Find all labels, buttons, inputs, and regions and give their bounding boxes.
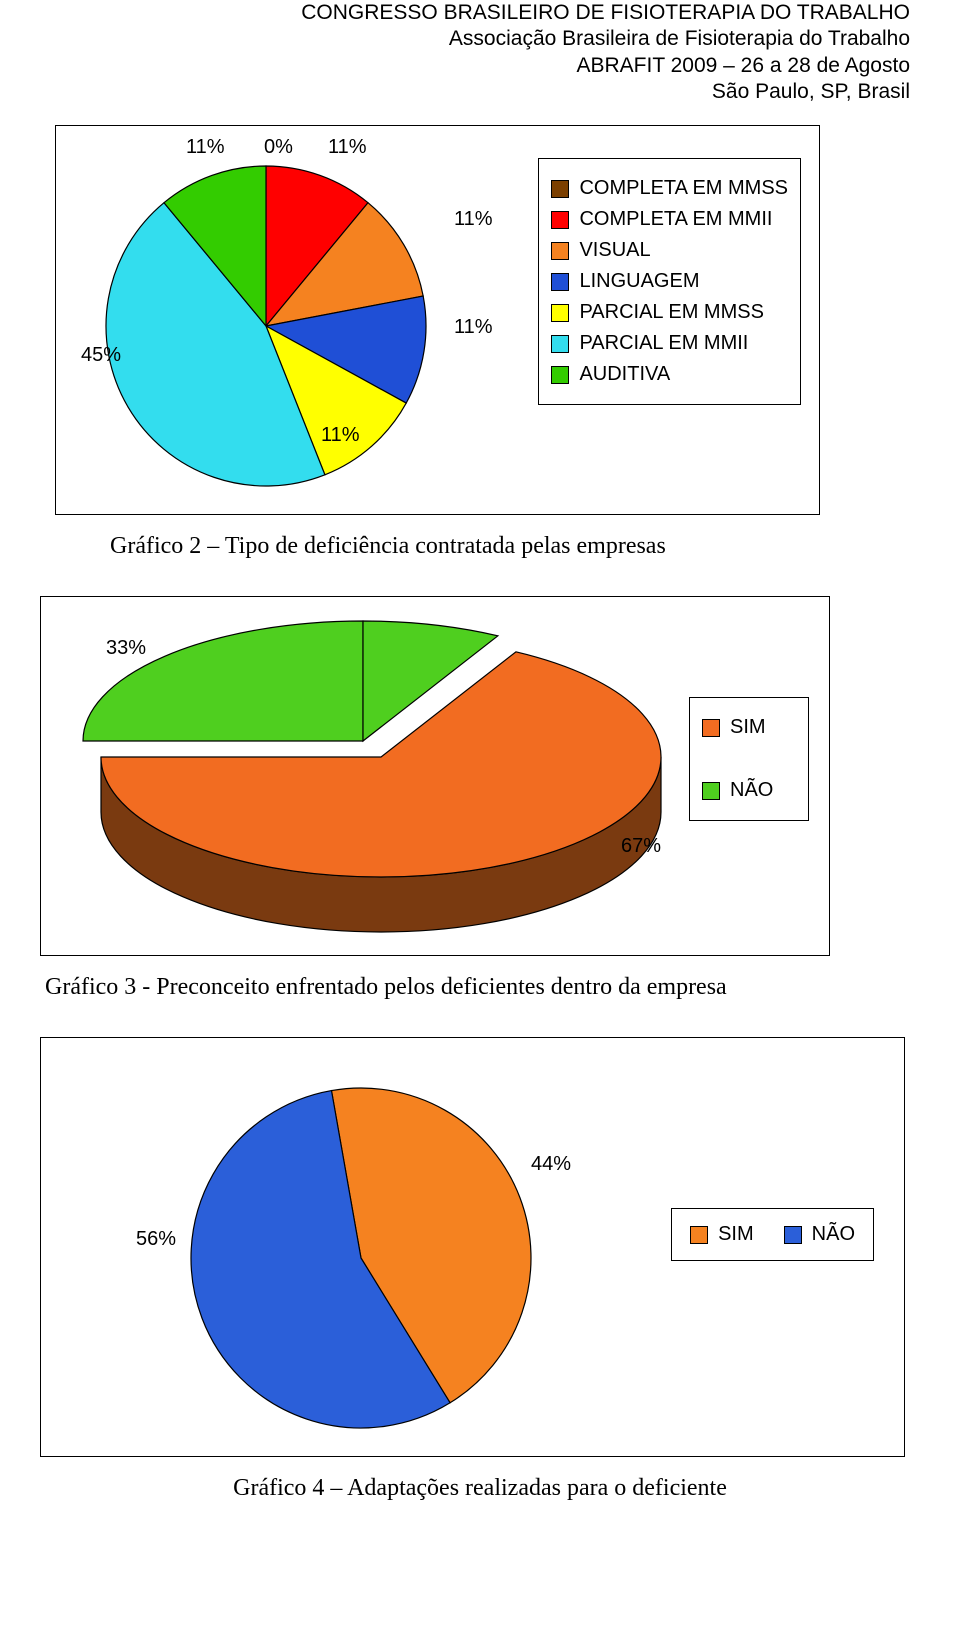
chart-2-label-auditiva: 11%	[186, 136, 225, 159]
chart-3-pie	[51, 607, 691, 947]
chart-2-label-parcmmii: 45%	[81, 344, 121, 367]
page-root: CONGRESSO BRASILEIRO DE FISIOTERAPIA DO …	[0, 0, 960, 1578]
legend-label: SIM	[730, 716, 766, 739]
chart-4-box: 44% 56% SIM NÃO	[40, 1037, 905, 1457]
legend-label: VISUAL	[579, 239, 650, 262]
legend-item: COMPLETA EM MMII	[551, 208, 788, 231]
legend-label: COMPLETA EM MMSS	[579, 177, 788, 200]
header-line-3: ABRAFIT 2009 – 26 a 28 de Agosto	[40, 53, 910, 79]
chart-3-caption: Gráfico 3 - Preconceito enfrentado pelos…	[45, 974, 920, 1001]
legend-label: NÃO	[812, 1223, 855, 1246]
chart-4-caption: Gráfico 4 – Adaptações realizadas para o…	[40, 1475, 920, 1502]
swatch-icon	[702, 719, 720, 737]
legend-item: AUDITIVA	[551, 363, 788, 386]
legend-item: SIM	[690, 1223, 754, 1246]
swatch-icon	[551, 211, 569, 229]
chart-4-legend: SIM NÃO	[671, 1208, 874, 1261]
swatch-icon	[551, 242, 569, 260]
chart-2-pie	[66, 131, 446, 511]
chart-3-box: 33% 67% SIM NÃO	[40, 596, 830, 956]
chart-2-label-ling: 11%	[454, 316, 493, 339]
legend-label: AUDITIVA	[579, 363, 670, 386]
chart-4-label-sim: 44%	[531, 1153, 571, 1176]
legend-label: LINGUAGEM	[579, 270, 699, 293]
swatch-icon	[551, 304, 569, 322]
swatch-icon	[690, 1226, 708, 1244]
swatch-icon	[551, 366, 569, 384]
legend-item: LINGUAGEM	[551, 270, 788, 293]
chart-2-label-mmii: 11%	[328, 136, 367, 159]
legend-item: COMPLETA EM MMSS	[551, 177, 788, 200]
header-line-1: CONGRESSO BRASILEIRO DE FISIOTERAPIA DO …	[40, 0, 910, 26]
legend-label: PARCIAL EM MMII	[579, 332, 748, 355]
legend-item: VISUAL	[551, 239, 788, 262]
swatch-icon	[784, 1226, 802, 1244]
legend-item: PARCIAL EM MMII	[551, 332, 788, 355]
swatch-icon	[551, 180, 569, 198]
legend-item: SIM	[702, 716, 796, 739]
document-header: CONGRESSO BRASILEIRO DE FISIOTERAPIA DO …	[40, 0, 920, 105]
legend-label: NÃO	[730, 779, 773, 802]
legend-item: PARCIAL EM MMSS	[551, 301, 788, 324]
chart-2-box: 11% 0% 11% 11% 11% 11% 45% COMPLETA EM M…	[55, 125, 820, 515]
legend-label: COMPLETA EM MMII	[579, 208, 772, 231]
legend-label: SIM	[718, 1223, 754, 1246]
chart-2-label-parcmmss: 11%	[321, 424, 360, 447]
legend-item: NÃO	[784, 1223, 855, 1246]
swatch-icon	[702, 782, 720, 800]
chart-4-label-nao: 56%	[136, 1228, 176, 1251]
chart-2-legend: COMPLETA EM MMSS COMPLETA EM MMII VISUAL…	[538, 158, 801, 405]
legend-item: NÃO	[702, 779, 796, 802]
chart-4-pie	[121, 1048, 561, 1448]
chart-3-label-sim: 67%	[621, 835, 661, 858]
header-line-4: São Paulo, SP, Brasil	[40, 79, 910, 105]
chart-3-legend: SIM NÃO	[689, 697, 809, 821]
chart-2-caption: Gráfico 2 – Tipo de deficiência contrata…	[110, 533, 920, 560]
chart-2-label-zero: 0%	[264, 136, 293, 159]
swatch-icon	[551, 335, 569, 353]
chart-2-label-visual: 11%	[454, 208, 493, 231]
chart-3-label-nao: 33%	[106, 637, 146, 660]
swatch-icon	[551, 273, 569, 291]
header-line-2: Associação Brasileira de Fisioterapia do…	[40, 26, 910, 52]
legend-label: PARCIAL EM MMSS	[579, 301, 763, 324]
